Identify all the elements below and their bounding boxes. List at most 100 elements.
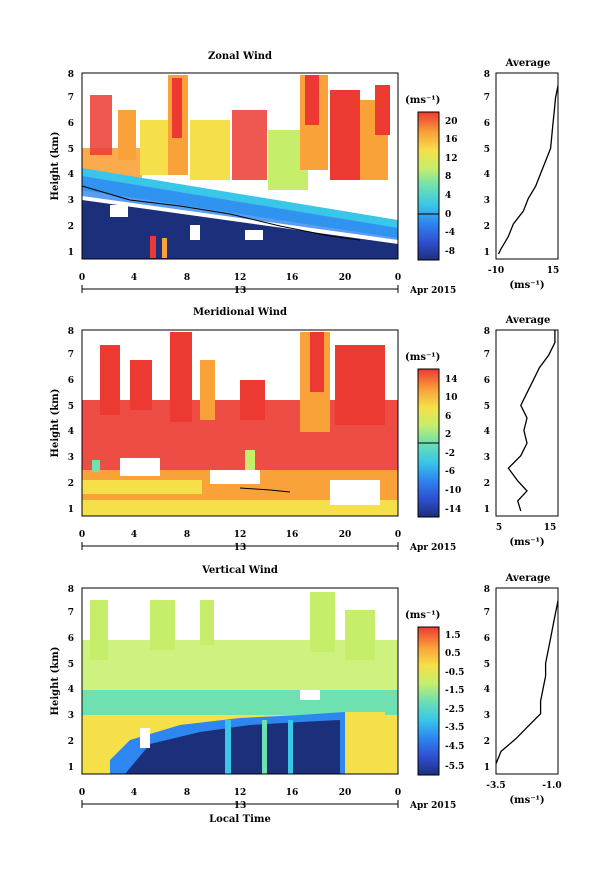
plot-frame <box>81 72 399 260</box>
y-tick-label: 7 <box>68 608 74 618</box>
x-tick-label: 20 <box>339 530 352 540</box>
date-label: 13 <box>234 801 247 811</box>
x-tick-label: 0 <box>395 273 401 283</box>
y-tick-label: 5 <box>68 660 74 670</box>
avg-frame <box>495 587 559 775</box>
avg-x-label: (ms⁻¹) <box>509 795 544 806</box>
colorbar-tick: -4.5 <box>445 742 464 752</box>
date-bar: 13 Apr 2015 <box>81 542 456 553</box>
panel-title: Vertical Wind <box>201 565 278 576</box>
y-tick-label: 6 <box>68 119 74 129</box>
y-tick-label: 4 <box>68 170 74 180</box>
heatmap-vertical <box>82 588 398 774</box>
average-profile-vertical: Average 1 2 3 4 5 6 7 8 -3.5 -1.0 (ms⁻¹) <box>484 573 562 806</box>
panel-title: Meridional Wind <box>193 307 287 318</box>
x-tick-labels: 0 4 8 12 16 20 0 <box>79 273 401 283</box>
y-tick-labels: 1 2 3 4 5 6 7 8 <box>68 585 74 773</box>
avg-y-tick: 6 <box>484 634 490 644</box>
colorbar-tick: 2 <box>445 430 451 440</box>
y-tick-label: 3 <box>68 196 74 206</box>
y-tick-label: 1 <box>68 763 74 773</box>
colorbar-tick: 16 <box>445 135 458 145</box>
y-tick-label: 2 <box>68 222 74 232</box>
colorbar-unit: (ms⁻¹) <box>405 95 440 106</box>
avg-x-tick: -3.5 <box>486 781 505 791</box>
avg-y-tick: 2 <box>484 479 490 489</box>
avg-y-tick: 4 <box>484 170 490 180</box>
y-axis-label: Height (km) <box>50 389 61 458</box>
panel-meridional: Meridional Wind 1 2 3 4 <box>50 307 559 553</box>
date-label: 13 <box>234 543 247 553</box>
x-tick-labels: 0 4 8 12 16 20 0 <box>79 530 401 540</box>
avg-y-tick: 6 <box>484 119 490 129</box>
colorbar-tick: 6 <box>445 412 451 422</box>
avg-y-tick: 3 <box>484 196 490 206</box>
y-tick-label: 3 <box>68 711 74 721</box>
plot-frame <box>81 329 399 517</box>
x-tick-label: 16 <box>286 273 299 283</box>
y-tick-label: 4 <box>68 427 74 437</box>
avg-x-tick: 15 <box>544 523 557 533</box>
avg-frame <box>495 72 559 260</box>
avg-y-tick: 3 <box>484 711 490 721</box>
avg-y-tick: 1 <box>484 248 490 258</box>
x-tick-label: 16 <box>286 788 299 798</box>
x-tick-label: 0 <box>395 788 401 798</box>
y-tick-label: 8 <box>68 327 74 337</box>
panel-vertical: Vertical Wind 1 2 3 4 5 6 <box>50 565 562 825</box>
date-label: 13 <box>234 286 247 296</box>
avg-y-tick: 7 <box>484 608 490 618</box>
y-tick-label: 3 <box>68 453 74 463</box>
y-tick-label: 5 <box>68 145 74 155</box>
colorbar-tick: -8 <box>445 247 455 257</box>
colorbar-tick: -5.5 <box>445 762 464 772</box>
y-axis-label: Height (km) <box>50 647 61 716</box>
avg-title: Average <box>505 573 551 584</box>
colorbar-tick: -2.5 <box>445 705 464 715</box>
colorbar-tick: -1.5 <box>445 686 464 696</box>
avg-y-tick: 1 <box>484 505 490 515</box>
avg-profile-line <box>495 600 559 765</box>
y-tick-labels: 1 2 3 4 5 6 7 8 <box>68 70 74 258</box>
avg-y-tick: 8 <box>484 585 490 595</box>
x-tick-label: 16 <box>286 530 299 540</box>
heatmap-meridional <box>82 330 398 516</box>
x-tick-label: 12 <box>234 273 247 283</box>
colorbar-tick: 14 <box>445 375 458 385</box>
colorbar-tick: -6 <box>445 467 455 477</box>
heatmap-zonal <box>81 73 398 259</box>
avg-x-tick: -1.0 <box>542 781 561 791</box>
avg-y-tick: 5 <box>484 145 490 155</box>
y-tick-label: 5 <box>68 402 74 412</box>
colorbar-vertical: (ms⁻¹) 1.5 0.5 -0.5 -1.5 -2.5 -3.5 -4.5 … <box>405 610 464 776</box>
y-tick-label: 1 <box>68 248 74 258</box>
y-tick-labels: 1 2 3 4 5 6 7 8 <box>68 327 74 515</box>
y-tick-label: 4 <box>68 685 74 695</box>
colorbar-tick: -14 <box>445 505 461 515</box>
x-tick-label: 0 <box>79 788 85 798</box>
avg-frame <box>495 329 559 517</box>
average-profile-meridional: Average 1 2 3 4 5 6 7 8 5 15 (ms⁻¹) <box>484 315 559 548</box>
y-tick-label: 6 <box>68 376 74 386</box>
avg-y-tick: 2 <box>484 737 490 747</box>
y-tick-label: 2 <box>68 479 74 489</box>
colorbar-tick: 0 <box>445 210 451 220</box>
x-tick-label: 4 <box>131 273 137 283</box>
colorbar-tick: 1.5 <box>445 631 461 641</box>
date-bar: 13 Apr 2015 <box>81 285 456 296</box>
avg-title: Average <box>505 315 551 326</box>
date-note: Apr 2015 <box>409 286 456 296</box>
x-tick-label: 8 <box>184 273 190 283</box>
y-axis-label: Height (km) <box>50 132 61 201</box>
avg-y-tick: 7 <box>484 93 490 103</box>
y-tick-label: 8 <box>68 585 74 595</box>
avg-y-tick: 4 <box>484 427 490 437</box>
x-tick-label: 12 <box>234 530 247 540</box>
avg-y-tick: 5 <box>484 660 490 670</box>
avg-y-tick: 5 <box>484 402 490 412</box>
x-tick-label: 0 <box>395 530 401 540</box>
panel-zonal: Zonal Wind <box>50 51 559 296</box>
avg-x-tick: 15 <box>547 266 560 276</box>
colorbar-tick: 12 <box>445 154 458 164</box>
